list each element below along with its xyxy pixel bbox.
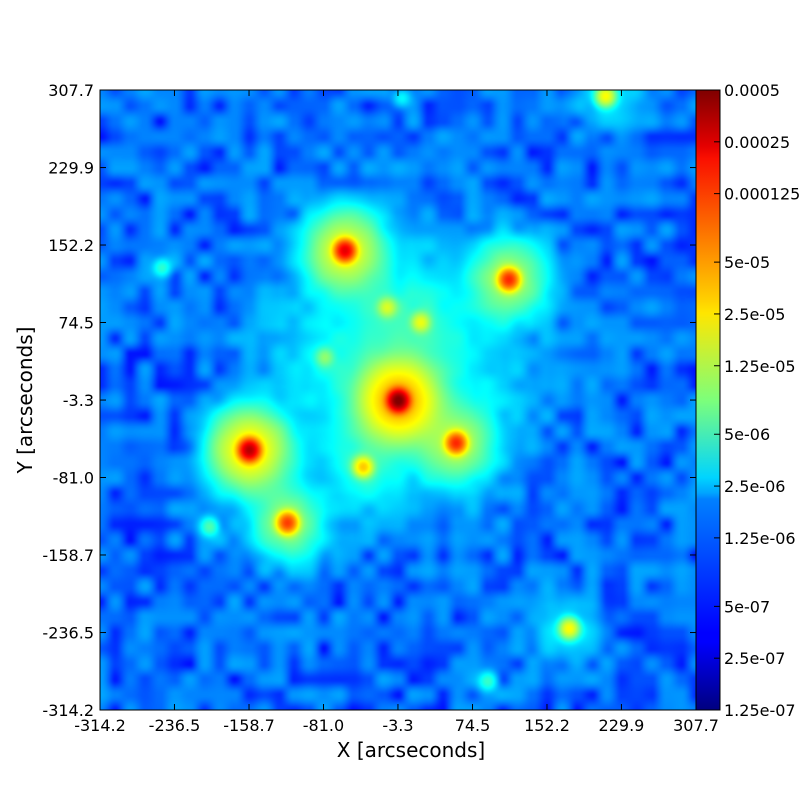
y-tick-label: -236.5 (42, 624, 94, 643)
x-tick-label: 229.9 (599, 716, 645, 735)
x-tick-label: -81.0 (303, 716, 344, 735)
x-axis-ticks: -314.2 -236.5 -158.7 -81.0 -3.3 74.5 152.2 229.… (74, 90, 719, 735)
x-tick-label: -314.2 (74, 716, 126, 735)
colorbar-tick-label: 5e-06 (724, 425, 770, 444)
x-axis-label: X [arcseconds] (337, 738, 485, 762)
y-axis-label: Y [arcseconds] (13, 327, 37, 475)
colorbar-tick-label: 0.000125 (724, 185, 800, 204)
x-tick-label: -158.7 (223, 716, 275, 735)
colorbar: 0.0005 0.00025 0.000125 5e-05 2.5e-05 1.25e-0… (695, 81, 800, 720)
x-tick-label: 152.2 (524, 716, 570, 735)
heatmap-image (100, 90, 696, 710)
colorbar-tick-label: 1.25e-07 (724, 701, 796, 720)
colorbar-tick-label: 5e-07 (724, 597, 770, 616)
y-tick-label: 152.2 (48, 236, 94, 255)
plot-area (99, 89, 697, 711)
colorbar-tick-label: 2.5e-05 (724, 305, 785, 324)
x-tick-label: 74.5 (455, 716, 491, 735)
x-tick-label: -236.5 (149, 716, 201, 735)
colorbar-ticks: 0.0005 0.00025 0.000125 5e-05 2.5e-05 1.25e-0… (714, 81, 800, 720)
y-tick-label: 74.5 (58, 313, 94, 332)
x-tick-label: -3.3 (382, 716, 413, 735)
y-axis-ticks: 307.7 229.9 152.2 74.5 -3.3 -81.0 -158.7 -236.5… (42, 81, 696, 720)
y-tick-label: -3.3 (63, 391, 94, 410)
y-tick-label: -158.7 (42, 546, 94, 565)
colorbar-tick-label: 2.5e-07 (724, 649, 785, 668)
y-tick-label: -314.2 (42, 701, 94, 720)
colorbar-tick-label: 0.0005 (724, 81, 780, 100)
colorbar-tick-label: 1.25e-05 (724, 357, 796, 376)
colorbar-gradient (696, 90, 720, 710)
colorbar-tick-label: 2.5e-06 (724, 477, 785, 496)
colorbar-tick-label: 1.25e-06 (724, 529, 796, 548)
x-tick-label: 307.7 (673, 716, 719, 735)
y-tick-label: -81.0 (53, 469, 94, 488)
y-tick-label: 229.9 (48, 159, 94, 178)
y-tick-label: 307.7 (48, 81, 94, 100)
colorbar-tick-label: 5e-05 (724, 253, 770, 272)
heatmap-image-container (100, 90, 696, 710)
colorbar-tick-label: 0.00025 (724, 133, 790, 152)
